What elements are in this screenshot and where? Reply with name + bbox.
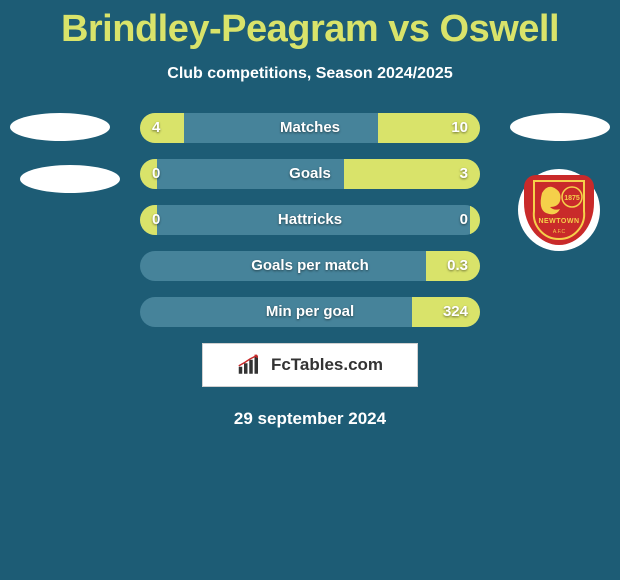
stat-fill-right <box>470 205 480 235</box>
stats-section: 1875 NEWTOWN A.F.C 4 Matches 10 0 Goals 3 0 Hat… <box>0 113 620 327</box>
stat-label: Goals <box>289 159 331 189</box>
stat-value-left: 0 <box>152 205 160 235</box>
stat-label: Min per goal <box>266 297 354 327</box>
stat-label: Goals per match <box>251 251 369 281</box>
stat-value-right: 324 <box>443 297 468 327</box>
stat-value-right: 0 <box>460 205 468 235</box>
date-text: 29 september 2024 <box>0 409 620 429</box>
player-left-badge-placeholder <box>20 165 120 193</box>
badge-afc: A.F.C <box>553 229 566 235</box>
badge-name: NEWTOWN <box>538 218 579 225</box>
stat-row: 0 Goals 3 <box>140 159 480 189</box>
stat-value-right: 0.3 <box>447 251 468 281</box>
stat-row: Goals per match 0.3 <box>140 251 480 281</box>
logo-text: FcTables.com <box>271 355 383 375</box>
stat-label: Matches <box>280 113 340 143</box>
player-right-avatar-placeholder <box>510 113 610 141</box>
stat-rows: 4 Matches 10 0 Goals 3 0 Hattricks 0 Goals per ma… <box>140 113 480 327</box>
badge-year: 1875 <box>564 195 580 202</box>
subtitle: Club competitions, Season 2024/2025 <box>0 65 620 83</box>
player-right-club-badge: 1875 NEWTOWN A.F.C <box>518 169 600 251</box>
player-left-avatar-placeholder <box>10 113 110 141</box>
stat-label: Hattricks <box>278 205 342 235</box>
stat-fill-left <box>140 113 184 143</box>
page-title: Brindley-Peagram vs Oswell <box>0 0 620 51</box>
stat-value-left: 4 <box>152 113 160 143</box>
stat-value-right: 10 <box>451 113 468 143</box>
stat-row: Min per goal 324 <box>140 297 480 327</box>
stat-value-right: 3 <box>460 159 468 189</box>
stat-value-left: 0 <box>152 159 160 189</box>
stat-row: 4 Matches 10 <box>140 113 480 143</box>
fctables-logo: FcTables.com <box>202 343 418 387</box>
bar-chart-icon <box>237 354 265 376</box>
club-crest-icon: 1875 NEWTOWN A.F.C <box>524 175 594 245</box>
stat-row: 0 Hattricks 0 <box>140 205 480 235</box>
